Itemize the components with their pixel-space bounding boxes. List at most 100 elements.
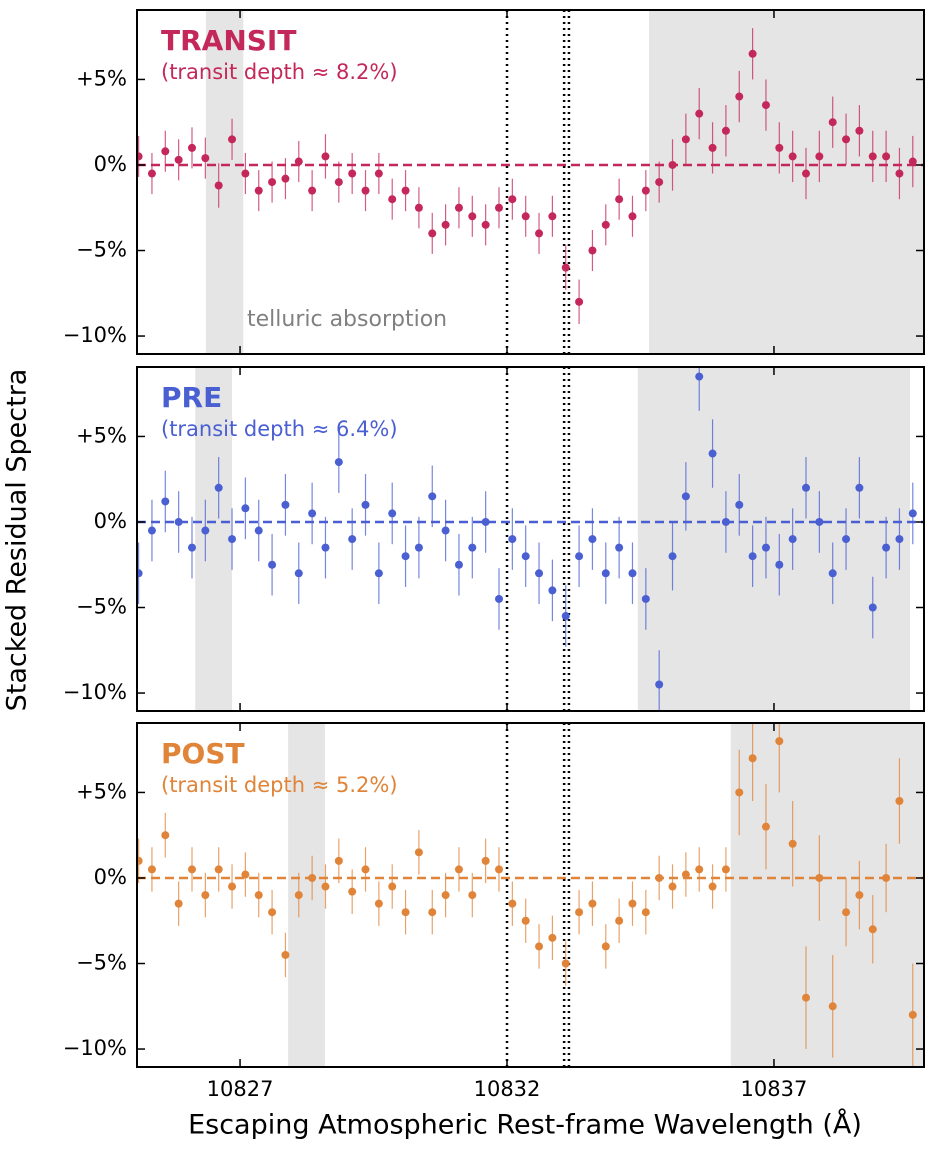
y-tick-label: +5%: [76, 779, 127, 803]
data-point: [348, 169, 357, 178]
data-point: [882, 543, 891, 552]
data-point: [268, 560, 277, 569]
data-point: [521, 916, 530, 925]
data-point: [561, 959, 570, 968]
data-point: [161, 147, 170, 156]
data-point: [334, 856, 343, 865]
y-axis-label: Stacked Residual Spectra: [2, 369, 33, 712]
annotation: telluric absorption: [247, 307, 447, 332]
y-tick-label: +5%: [76, 423, 127, 447]
data-point: [281, 950, 290, 959]
y-tick-label: 0%: [94, 152, 127, 176]
data-point: [468, 212, 477, 221]
data-point: [308, 509, 317, 518]
data-point: [828, 118, 837, 127]
data-point: [281, 500, 290, 509]
data-point: [361, 186, 370, 195]
data-point: [428, 492, 437, 501]
data-point: [895, 169, 904, 178]
data-point: [321, 882, 330, 891]
data-point: [308, 186, 317, 195]
data-point: [428, 908, 437, 917]
data-point: [241, 504, 250, 513]
data-point: [508, 899, 517, 908]
data-point: [388, 509, 397, 518]
data-point: [855, 483, 864, 492]
data-point: [374, 899, 383, 908]
data-point: [815, 517, 824, 526]
telluric-region: [637, 367, 911, 711]
data-point: [601, 942, 610, 951]
data-point: [535, 229, 544, 238]
data-point: [468, 543, 477, 552]
panel-subtitle: (transit depth ≈ 6.4%): [161, 417, 398, 441]
data-point: [628, 212, 637, 221]
y-tick-label: +5%: [76, 66, 127, 90]
data-point: [468, 891, 477, 900]
data-point: [361, 500, 370, 509]
data-point: [441, 891, 450, 900]
data-point: [855, 126, 864, 135]
telluric-region: [649, 10, 924, 354]
data-point: [548, 933, 557, 942]
data-point: [895, 797, 904, 806]
data-point: [414, 543, 423, 552]
data-point: [601, 569, 610, 578]
panel-subtitle: (transit depth ≈ 5.2%): [161, 773, 398, 797]
data-point: [187, 143, 196, 152]
data-point: [228, 882, 237, 891]
data-point: [668, 882, 677, 891]
data-point: [228, 135, 237, 144]
data-point: [481, 220, 490, 229]
data-point: [842, 908, 851, 917]
panel-title: PRE: [161, 381, 222, 414]
data-point: [721, 517, 730, 526]
data-point: [575, 297, 584, 306]
data-point: [161, 497, 170, 506]
y-tick-label: −5%: [76, 951, 127, 975]
plot-area: [137, 10, 924, 354]
data-point: [414, 848, 423, 857]
y-tick-label: −10%: [63, 680, 127, 704]
data-point: [761, 101, 770, 110]
data-point: [241, 169, 250, 178]
data-point: [775, 737, 784, 746]
data-point: [521, 212, 530, 221]
data-point: [441, 526, 450, 535]
data-point: [548, 586, 557, 595]
data-point: [254, 186, 263, 195]
data-point: [561, 263, 570, 272]
data-point: [802, 483, 811, 492]
data-point: [548, 212, 557, 221]
data-point: [201, 154, 210, 163]
data-point: [681, 492, 690, 501]
data-point: [428, 229, 437, 238]
y-tick-label: 0%: [94, 509, 127, 533]
data-point: [588, 246, 597, 255]
data-point: [137, 152, 143, 161]
data-point: [361, 865, 370, 874]
data-point: [147, 865, 156, 874]
data-point: [721, 126, 730, 135]
data-point: [802, 169, 811, 178]
data-point: [268, 178, 277, 187]
x-tick-label: 10827: [207, 1077, 274, 1101]
x-tick-label: 10837: [741, 1077, 808, 1101]
data-point: [401, 552, 410, 561]
data-point: [268, 908, 277, 917]
plot-area: [137, 367, 924, 711]
data-point: [454, 560, 463, 569]
data-point: [882, 152, 891, 161]
data-point: [508, 535, 517, 544]
data-point: [281, 174, 290, 183]
data-point: [735, 500, 744, 509]
data-point: [748, 49, 757, 58]
data-point: [508, 195, 517, 204]
data-point: [668, 552, 677, 561]
data-point: [147, 526, 156, 535]
data-point: [494, 203, 503, 212]
data-point: [788, 839, 797, 848]
data-point: [241, 870, 250, 879]
data-point: [761, 543, 770, 552]
data-point: [334, 178, 343, 187]
